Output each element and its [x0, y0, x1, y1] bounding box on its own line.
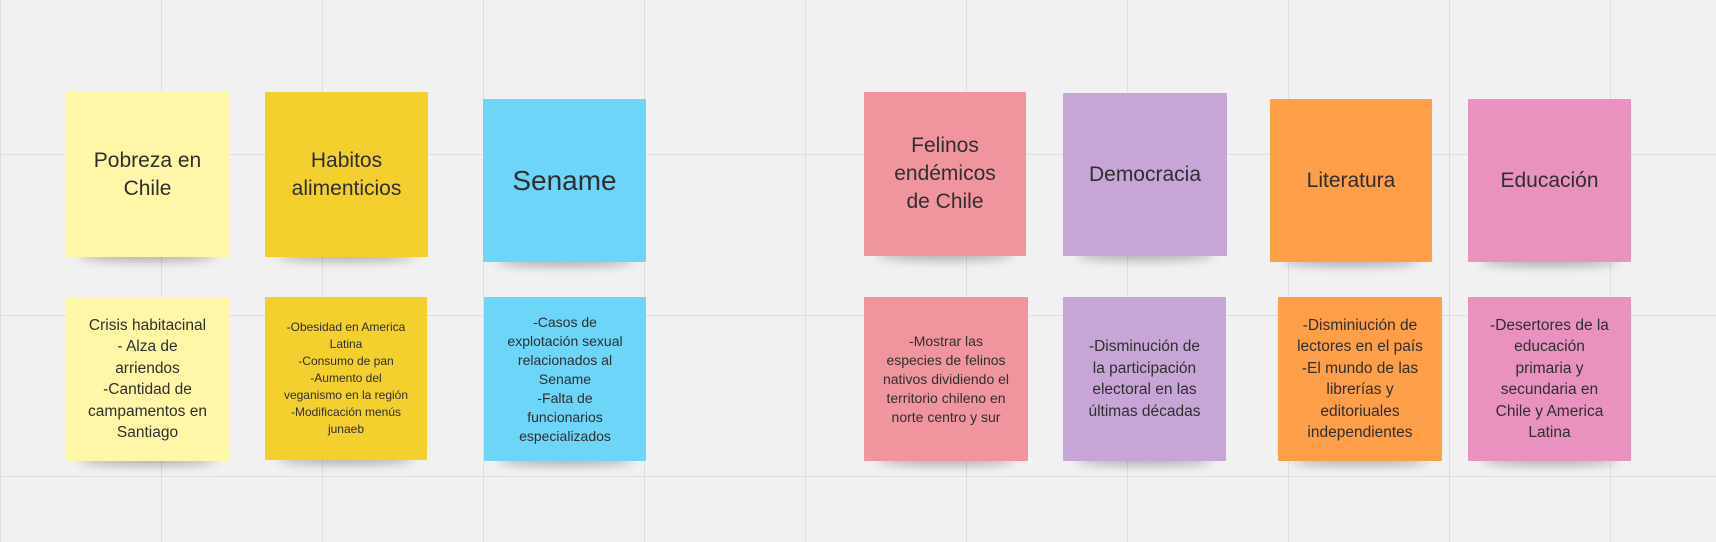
note-text: -Obesidad en America Latina -Consumo de … — [283, 320, 409, 436]
sticky-note-sename-title[interactable]: Sename — [483, 99, 646, 262]
sticky-note-sename-details[interactable]: -Casos de explotación sexual relacionado… — [484, 297, 646, 461]
note-text: Literatura — [1306, 168, 1396, 192]
note-text: Educación — [1500, 168, 1599, 192]
sticky-note-democracia-title[interactable]: Democracia — [1063, 93, 1227, 256]
note-text: Crisis habitacinal - Alza de arriendos -… — [88, 316, 207, 442]
note-text: Habitos alimenticios — [291, 148, 402, 200]
note-text: Sename — [512, 164, 617, 196]
sticky-note-pobreza-details[interactable]: Crisis habitacinal - Alza de arriendos -… — [66, 297, 229, 461]
sticky-note-educacion-title[interactable]: Educación — [1468, 99, 1631, 262]
note-text: Felinos endémicos de Chile — [894, 134, 996, 213]
sticky-note-literatura-title[interactable]: Literatura — [1270, 99, 1432, 262]
sticky-note-democracia-details[interactable]: -Disminución de la participación elector… — [1063, 297, 1226, 461]
note-text: -Mostrar las especies de felinos nativos… — [882, 332, 1010, 425]
note-text: -Desertores de la educación primaria y s… — [1490, 316, 1609, 442]
note-text: -Casos de explotación sexual relacionado… — [507, 313, 623, 444]
sticky-note-educacion-details[interactable]: -Desertores de la educación primaria y s… — [1468, 297, 1631, 461]
sticky-note-felinos-title[interactable]: Felinos endémicos de Chile — [864, 92, 1026, 256]
sticky-note-habitos-details[interactable]: -Obesidad en America Latina -Consumo de … — [265, 297, 427, 460]
sticky-note-felinos-details[interactable]: -Mostrar las especies de felinos nativos… — [864, 297, 1028, 461]
sticky-note-literatura-details[interactable]: -Disminiución de lectores en el país -El… — [1278, 297, 1442, 461]
sticky-note-habitos-title[interactable]: Habitos alimenticios — [265, 92, 428, 257]
note-text: Pobreza en Chile — [93, 148, 202, 200]
note-text: -Disminución de la participación elector… — [1088, 338, 1201, 420]
note-text: -Disminiución de lectores en el país -El… — [1297, 316, 1423, 442]
sticky-note-pobreza-title[interactable]: Pobreza en Chile — [66, 92, 229, 257]
note-text: Democracia — [1088, 162, 1202, 186]
